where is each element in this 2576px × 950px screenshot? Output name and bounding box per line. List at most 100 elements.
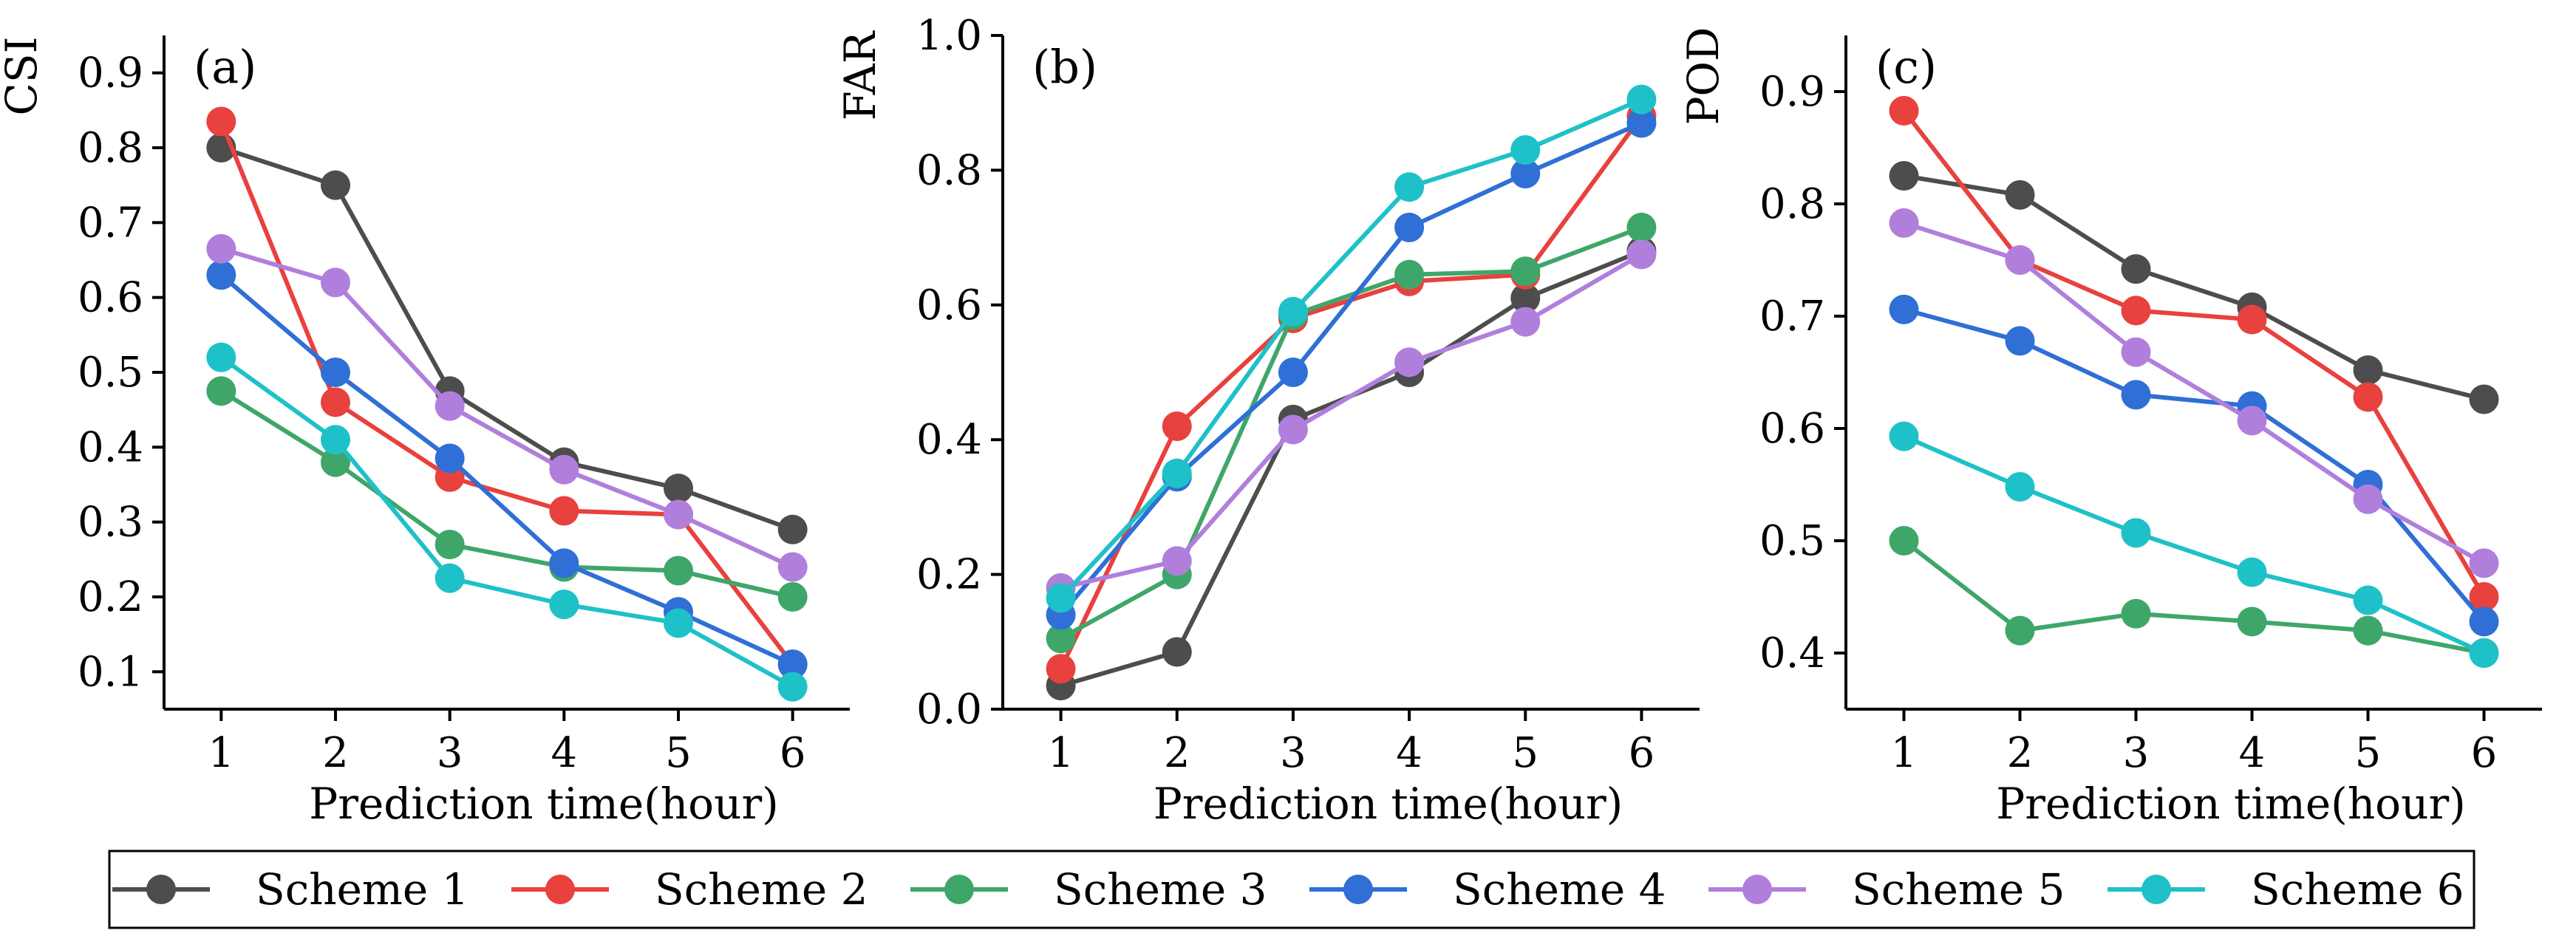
y-tick-label-a: 0.9: [78, 49, 143, 98]
data-point: [1626, 108, 1657, 138]
data-point: [1162, 637, 1192, 667]
data-point: [549, 454, 579, 485]
data-point: [1278, 358, 1308, 387]
x-axis-title-b: Prediction time(hour): [1154, 779, 1623, 829]
x-tick-label-b: 5: [1512, 729, 1539, 777]
panel-b: 0.0 0.2 0.4 0.6 0.8 1.0 1 2 3 4 5 6 FAR Prediction ti…: [835, 12, 1700, 829]
series-c-scheme-6: [1889, 421, 2499, 668]
series-line: [220, 146, 794, 532]
panel-a: 0.1 0.2 0.3 0.4 0.5 0.6 0.7 0.8 0.9 1 2 3 4 5 6 CSI Pred…: [0, 35, 850, 829]
y-tick-label-c: 0.7: [1759, 293, 1825, 341]
x-tick-label-b: 4: [1396, 729, 1422, 777]
series-line: [1060, 249, 1643, 688]
data-point: [1394, 172, 1425, 202]
data-point: [206, 260, 236, 290]
x-tick-label-a: 2: [322, 729, 349, 777]
legend-marker: [146, 875, 176, 904]
series-line: [1903, 220, 2485, 566]
data-point: [1162, 458, 1192, 488]
y-tick-label-a: 0.7: [78, 199, 143, 247]
data-point: [2353, 355, 2383, 385]
x-tick-label-c: 5: [2355, 729, 2382, 777]
series-c-scheme-1: [1889, 161, 2499, 414]
y-tick-label-a: 0.1: [78, 648, 143, 696]
data-point: [2121, 380, 2151, 410]
data-point: [664, 499, 693, 530]
data-point: [206, 342, 236, 372]
legend-item-scheme-2: Scheme 2: [511, 864, 868, 915]
data-point: [435, 443, 465, 474]
data-point: [1394, 259, 1425, 290]
series-a-scheme-6: [206, 342, 808, 702]
y-axis-title-c: POD: [1678, 27, 1728, 125]
series-a-scheme-4: [206, 260, 808, 680]
data-point: [1510, 135, 1541, 165]
y-tick-label-c: 0.8: [1759, 180, 1825, 228]
x-tick-label-c: 3: [2123, 729, 2150, 777]
data-point: [2121, 337, 2151, 367]
data-point: [2005, 615, 2035, 646]
series-b-scheme-4: [1046, 108, 1657, 630]
legend-item-scheme-4: Scheme 4: [1309, 864, 1666, 915]
panel-label-b: (b): [1032, 40, 1097, 94]
x-tick-label-a: 5: [665, 729, 692, 777]
y-tick-label-b: 0.8: [916, 146, 982, 194]
data-point: [1162, 546, 1192, 576]
data-point: [2121, 518, 2151, 548]
x-tick-label-c: 4: [2239, 729, 2266, 777]
data-point: [777, 582, 808, 612]
y-tick-label-c: 0.6: [1759, 405, 1825, 453]
data-point: [206, 233, 236, 264]
panel-c: 0.4 0.5 0.6 0.7 0.8 0.9 1 2 3 4 5 6 POD Prediction ti…: [1678, 27, 2542, 829]
y-axis-title-b: FAR: [835, 30, 885, 120]
series-line: [219, 273, 794, 666]
data-point: [2237, 304, 2267, 335]
data-point: [1510, 283, 1541, 313]
data-point: [1889, 294, 1919, 324]
series-line: [219, 389, 794, 599]
y-tick-label-b: 0.6: [916, 281, 982, 329]
series-line: [1903, 434, 2485, 655]
data-point: [549, 496, 579, 526]
data-point: [664, 474, 693, 504]
data-point: [777, 514, 808, 544]
data-point: [1046, 623, 1076, 654]
series-c-scheme-3: [1889, 526, 2499, 668]
data-point: [2005, 326, 2035, 356]
data-point: [1278, 296, 1308, 327]
data-point: [2237, 606, 2267, 637]
data-point: [777, 649, 808, 680]
data-point: [1162, 411, 1192, 441]
y-tick-label-c: 0.5: [1759, 517, 1825, 565]
legend: Scheme 1 Scheme 2 Scheme 3 Scheme 4 Scheme 5…: [108, 850, 2476, 929]
series-line: [1059, 97, 1643, 600]
y-tick-label-a: 0.5: [78, 349, 143, 397]
data-point: [321, 447, 350, 477]
data-point: [777, 672, 808, 702]
data-point: [1394, 212, 1425, 242]
y-tick-label-a: 0.4: [78, 423, 143, 471]
data-point: [1889, 526, 1919, 556]
series-b-scheme-1: [1046, 236, 1657, 701]
legend-item-scheme-3: Scheme 3: [910, 864, 1267, 915]
series-line: [1058, 115, 1643, 670]
data-point: [2353, 615, 2383, 646]
series-a-scheme-5: [206, 233, 808, 582]
x-axis-title-a: Prediction time(hour): [309, 779, 779, 829]
y-tick-label-b: 0.4: [916, 416, 982, 464]
x-tick-label-a: 1: [208, 729, 235, 777]
legend-item-scheme-1: Scheme 1: [112, 864, 469, 915]
data-point: [2469, 384, 2499, 414]
data-point: [206, 106, 236, 137]
series-line: [1060, 225, 1643, 640]
data-point: [2353, 585, 2383, 615]
series-line: [219, 355, 794, 689]
legend-marker: [944, 875, 974, 904]
data-point: [549, 590, 579, 620]
data-point: [321, 358, 350, 387]
y-tick-label-c: 0.9: [1759, 68, 1825, 116]
legend-item-scheme-6: Scheme 6: [2108, 864, 2464, 915]
data-point: [435, 391, 465, 421]
panel-label-a: (a): [194, 40, 256, 94]
